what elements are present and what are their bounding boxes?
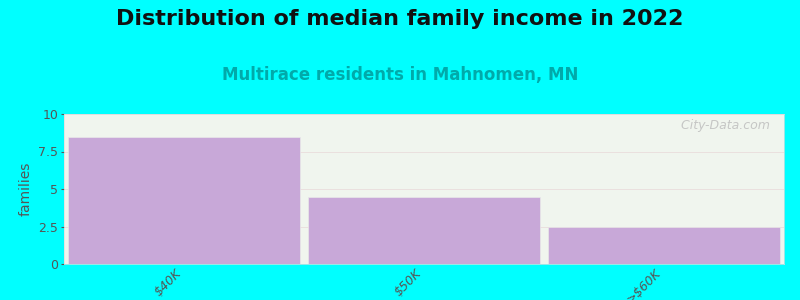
Text: Multirace residents in Mahnomen, MN: Multirace residents in Mahnomen, MN <box>222 66 578 84</box>
Y-axis label: families: families <box>19 162 33 216</box>
Text: Distribution of median family income in 2022: Distribution of median family income in … <box>116 9 684 29</box>
Bar <box>547 226 781 264</box>
Text: City-Data.com: City-Data.com <box>673 118 770 131</box>
Bar <box>308 196 541 264</box>
Bar <box>67 136 301 264</box>
